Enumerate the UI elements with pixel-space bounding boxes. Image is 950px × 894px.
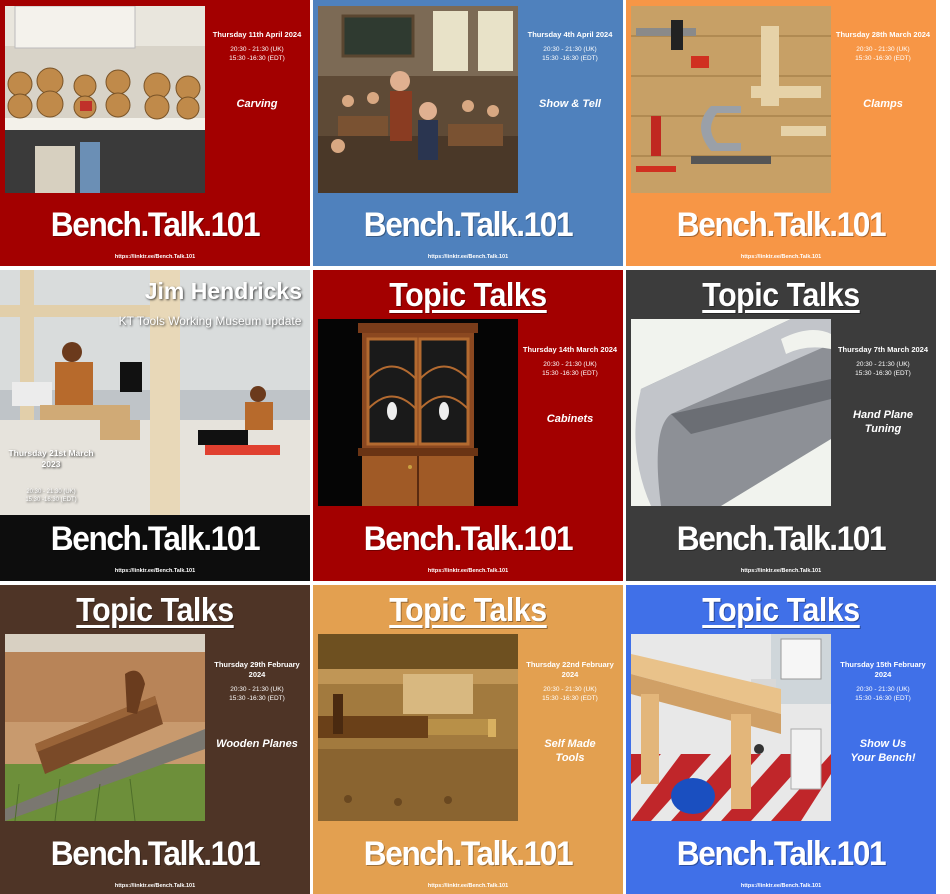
event-time: 20:30 - 21:30 (UK) 15:30 -16:30 (EDT) <box>25 489 77 503</box>
link-url[interactable]: https://linktr.ee/Bench.Talk.101 <box>740 254 822 260</box>
cabinet-photo <box>318 319 518 506</box>
link-url[interactable]: https://linktr.ee/Bench.Talk.101 <box>740 883 822 889</box>
plane-iron-photo <box>631 319 831 506</box>
topic-title: Hand Plane Tuning <box>853 409 913 435</box>
event-time: 20:30 - 21:30 (UK) 15:30 -16:30 (EDT) <box>542 361 598 377</box>
wooden-vise-photo <box>318 634 518 821</box>
topic-title: Clamps <box>863 98 903 110</box>
card-jim-hendricks[interactable]: Jim Hendricks KT Tools Working Museum up… <box>0 270 310 581</box>
event-time: 20:30 - 21:30 (UK) 15:30 -16:30 (EDT) <box>229 686 285 702</box>
presenter-subtitle: KT Tools Working Museum update <box>118 314 302 328</box>
event-info: Thursday 29th February 2024 20:30 - 21:3… <box>207 660 307 751</box>
brand-title: Bench.Talk.101 <box>50 520 261 558</box>
topic-title: Show & Tell <box>539 98 601 110</box>
brand-title: Bench.Talk.101 <box>363 206 574 244</box>
event-info: Thursday 11th April 2024 20:30 - 21:30 (… <box>207 30 307 111</box>
section-heading: Topic Talks <box>76 591 234 628</box>
card-self-made-tools[interactable]: Topic Talks Thursday 22nd February 2024 … <box>313 585 623 894</box>
card-show-us-your-bench[interactable]: Topic Talks Thursday 15th February 2024 … <box>626 585 936 894</box>
topic-title: Carving <box>236 98 278 110</box>
topic-title: Self Made Tools <box>544 738 596 764</box>
brand-title: Bench.Talk.101 <box>676 835 887 873</box>
brand-title: Bench.Talk.101 <box>363 520 574 558</box>
link-url[interactable]: https://linktr.ee/Bench.Talk.101 <box>427 254 509 260</box>
event-info: Thursday 28th March 2024 20:30 - 21:30 (… <box>833 30 933 111</box>
brand-title: Bench.Talk.101 <box>363 835 574 873</box>
topic-title: Cabinets <box>546 413 594 425</box>
section-heading: Topic Talks <box>702 276 860 313</box>
event-date: Thursday 28th March 2024 <box>835 30 931 39</box>
brand-title: Bench.Talk.101 <box>50 206 261 244</box>
topic-title: Wooden Planes <box>216 738 298 750</box>
brand-title: Bench.Talk.101 <box>676 206 887 244</box>
event-date: Thursday 11th April 2024 <box>212 30 302 39</box>
event-date: Thursday 14th March 2024 <box>522 345 618 354</box>
event-time: 20:30 - 21:30 (UK) 15:30 -16:30 (EDT) <box>229 46 285 62</box>
card-carving[interactable]: Thursday 11th April 2024 20:30 - 21:30 (… <box>0 0 310 266</box>
event-info: Thursday 14th March 2024 20:30 - 21:30 (… <box>520 345 620 426</box>
event-date: Thursday 4th April 2024 <box>527 30 613 39</box>
link-url[interactable]: https://linktr.ee/Bench.Talk.101 <box>114 568 196 574</box>
link-url[interactable]: https://linktr.ee/Bench.Talk.101 <box>427 883 509 889</box>
event-date: Thursday 7th March 2024 <box>837 345 929 354</box>
section-heading: Topic Talks <box>389 276 547 313</box>
event-time: 20:30 - 21:30 (UK) 15:30 -16:30 (EDT) <box>855 46 911 62</box>
event-date: Thursday 29th February 2024 <box>214 660 300 679</box>
card-clamps[interactable]: Thursday 28th March 2024 20:30 - 21:30 (… <box>626 0 936 266</box>
card-show-and-tell[interactable]: Thursday 4th April 2024 20:30 - 21:30 (U… <box>313 0 623 266</box>
classroom-show-tell-photo <box>318 6 518 193</box>
brand-title: Bench.Talk.101 <box>676 520 887 558</box>
event-time: 20:30 - 21:30 (UK) 15:30 -16:30 (EDT) <box>542 686 598 702</box>
brand-title: Bench.Talk.101 <box>50 835 261 873</box>
presenter-name: Jim Hendricks <box>144 278 302 304</box>
event-info: Thursday 22nd February 2024 20:30 - 21:3… <box>520 660 620 765</box>
topic-title: Show Us Your Bench! <box>850 738 916 764</box>
carved-figures-museum-photo <box>0 270 310 515</box>
card-cabinets[interactable]: Topic Talks Thursday 14th March 2024 20:… <box>313 270 623 581</box>
link-url[interactable]: https://linktr.ee/Bench.Talk.101 <box>114 883 196 889</box>
clamps-on-bench-photo <box>631 6 831 193</box>
workbench-photo <box>631 634 831 821</box>
event-date: Thursday 22nd February 2024 <box>526 660 614 679</box>
section-heading: Topic Talks <box>389 591 547 628</box>
card-wooden-planes[interactable]: Topic Talks Thursday 29th February 2024 … <box>0 585 310 894</box>
footer-bar <box>0 515 310 581</box>
event-info: Thursday 21st March 2023 20:30 - 21:30 (… <box>6 448 96 504</box>
event-time: 20:30 - 21:30 (UK) 15:30 -16:30 (EDT) <box>542 46 598 62</box>
event-date: Thursday 21st March 2023 <box>8 448 94 469</box>
event-time: 20:30 - 21:30 (UK) 15:30 -16:30 (EDT) <box>855 361 911 377</box>
event-info: Thursday 7th March 2024 20:30 - 21:30 (U… <box>833 345 933 436</box>
link-url[interactable]: https://linktr.ee/Bench.Talk.101 <box>427 568 509 574</box>
event-info: Thursday 4th April 2024 20:30 - 21:30 (U… <box>520 30 620 111</box>
carved-bears-photo <box>5 6 205 193</box>
wooden-plane-field-photo <box>5 634 205 821</box>
link-url[interactable]: https://linktr.ee/Bench.Talk.101 <box>114 254 196 260</box>
event-date: Thursday 15th February 2024 <box>840 660 926 679</box>
event-info: Thursday 15th February 2024 20:30 - 21:3… <box>833 660 933 765</box>
link-url[interactable]: https://linktr.ee/Bench.Talk.101 <box>740 568 822 574</box>
event-time: 20:30 - 21:30 (UK) 15:30 -16:30 (EDT) <box>855 686 911 702</box>
section-heading: Topic Talks <box>702 591 860 628</box>
card-hand-plane-tuning[interactable]: Topic Talks Thursday 7th March 2024 20:3… <box>626 270 936 581</box>
